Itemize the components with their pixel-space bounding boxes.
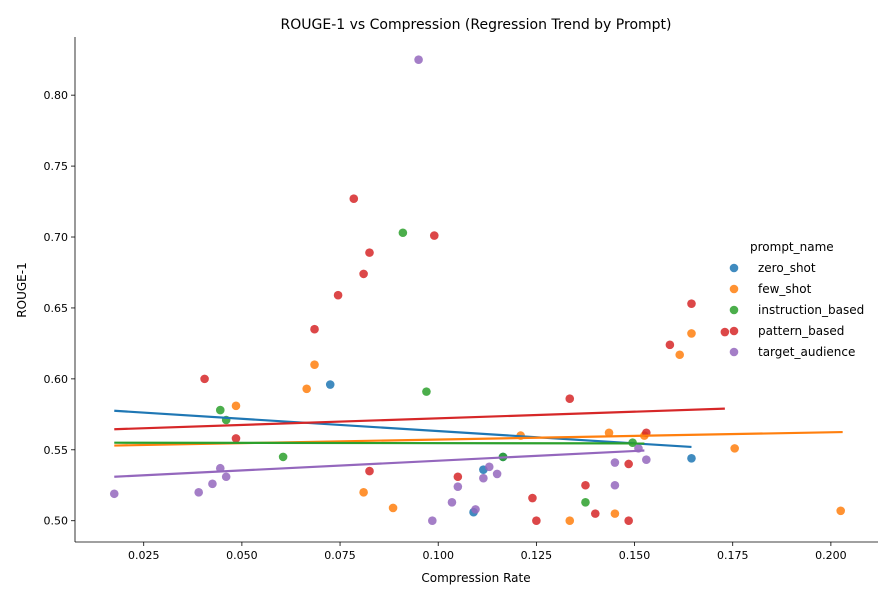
- pattern_based-point: [200, 374, 209, 384]
- x-tick-label: 0.150: [619, 549, 651, 562]
- target_audience-trend-line: [114, 449, 645, 478]
- pattern_based-point: [532, 516, 541, 526]
- y-tick-label: 0.80: [44, 89, 69, 102]
- few_shot-point: [836, 506, 845, 516]
- legend-title: prompt_name: [750, 240, 834, 254]
- y-tick-label: 0.65: [44, 302, 69, 315]
- instruction_based-point: [398, 228, 408, 238]
- pattern_based-point: [720, 327, 730, 337]
- legend-marker-instruction_based: [729, 305, 739, 315]
- target_audience-point: [109, 489, 119, 499]
- data-marks: [109, 55, 845, 526]
- few_shot-point: [675, 350, 685, 360]
- legend-items: zero_shot few_shot instruction_basedpatter…: [729, 261, 864, 359]
- target_audience-point: [610, 480, 620, 490]
- few_shot-point: [231, 401, 241, 411]
- few_shot-point: [730, 444, 739, 453]
- instruction_based-point: [215, 405, 225, 415]
- x-tick-label: 0.175: [717, 549, 749, 562]
- few_shot-point: [687, 329, 696, 338]
- target_audience-point: [642, 455, 651, 465]
- legend-label-few_shot: few_shot: [758, 282, 812, 296]
- plot-area: 0.025 0.050 0.075 0.100 0.125 0.150 0.175 0.200…: [44, 37, 878, 562]
- legend: prompt_name zero_shot few_shot instruction…: [729, 240, 864, 359]
- target_audience-point: [471, 505, 480, 514]
- target_audience-point: [414, 55, 423, 64]
- instruction_based-point: [278, 452, 288, 462]
- y-tick-label: 0.70: [44, 231, 69, 244]
- few_shot-point: [604, 428, 614, 438]
- pattern_based-point: [687, 299, 696, 308]
- legend-label-instruction_based: instruction_based: [758, 303, 864, 317]
- instruction_based-trend-line: [114, 441, 645, 445]
- y-tick-label: 0.50: [44, 515, 69, 528]
- pattern_based-point: [665, 340, 675, 350]
- pattern_based-point: [349, 194, 359, 204]
- chart-title: ROUGE-1 vs Compression (Regression Trend…: [281, 17, 672, 33]
- target_audience-point: [479, 473, 488, 483]
- legend-marker-target_audience: [729, 347, 739, 357]
- x-tick-label: 0.075: [324, 549, 356, 562]
- pattern_based-point: [365, 248, 374, 257]
- y-tick-label: 0.60: [44, 373, 69, 386]
- y-axis-label: ROUGE-1: [15, 262, 29, 317]
- pattern_based-point: [429, 231, 439, 240]
- legend-label-zero_shot: zero_shot: [758, 261, 816, 275]
- legend-label-target_audience: target_audience: [758, 345, 855, 359]
- legend-marker-few_shot: [729, 284, 739, 294]
- target_audience-point: [208, 479, 217, 489]
- pattern_based-point: [231, 434, 241, 443]
- instruction_based-point: [422, 387, 431, 396]
- pattern_based-point: [333, 290, 343, 300]
- pattern_based-point: [624, 459, 633, 469]
- target_audience-point: [484, 462, 494, 472]
- legend-marker-zero_shot: [729, 263, 739, 273]
- few_shot-point: [565, 516, 575, 526]
- pattern_based-point: [624, 516, 633, 526]
- target_audience-point: [610, 458, 620, 467]
- target_audience-point: [492, 469, 502, 479]
- y-axis-ticks: 0.50 0.55 0.60 0.65 0.70 0.75 0.80: [44, 89, 75, 528]
- legend-label-pattern_based: pattern_based: [758, 324, 844, 338]
- few_shot-point: [610, 509, 620, 518]
- target_audience-point: [447, 497, 457, 507]
- x-tick-label: 0.025: [128, 549, 160, 562]
- pattern_based-trend-line: [114, 407, 725, 431]
- pattern_based-point: [310, 324, 319, 334]
- x-axis-label: Compression Rate: [421, 571, 530, 585]
- few_shot-point: [302, 384, 311, 394]
- pattern_based-point: [581, 480, 590, 490]
- instruction_based-point: [581, 497, 590, 507]
- pattern_based-point: [565, 394, 575, 404]
- x-tick-label: 0.125: [521, 549, 553, 562]
- pattern_based-point: [453, 472, 463, 482]
- pattern_based-point: [365, 466, 374, 476]
- target_audience-point: [428, 516, 437, 526]
- x-tick-label: 0.200: [815, 549, 847, 562]
- pattern_based-point: [528, 493, 537, 503]
- x-tick-label: 0.100: [422, 549, 454, 562]
- trend-lines: [114, 407, 843, 478]
- target_audience-point: [453, 482, 463, 491]
- x-axis-ticks: 0.025 0.050 0.075 0.100 0.125 0.150 0.175 0.200: [128, 542, 847, 562]
- few_shot-point: [359, 488, 368, 497]
- y-tick-label: 0.55: [44, 444, 69, 457]
- few_shot-point: [388, 503, 398, 513]
- pattern_based-point: [590, 509, 600, 518]
- legend-marker-pattern_based: [729, 326, 739, 336]
- y-tick-label: 0.75: [44, 160, 69, 173]
- few_shot-point: [310, 360, 319, 369]
- zero_shot-point: [687, 454, 696, 463]
- x-tick-label: 0.050: [226, 549, 258, 562]
- zero_shot-point: [325, 380, 335, 389]
- pattern_based-point: [359, 269, 368, 279]
- target_audience-point: [221, 472, 231, 482]
- target_audience-point: [194, 488, 203, 497]
- zero_shot-trend-line: [114, 409, 692, 449]
